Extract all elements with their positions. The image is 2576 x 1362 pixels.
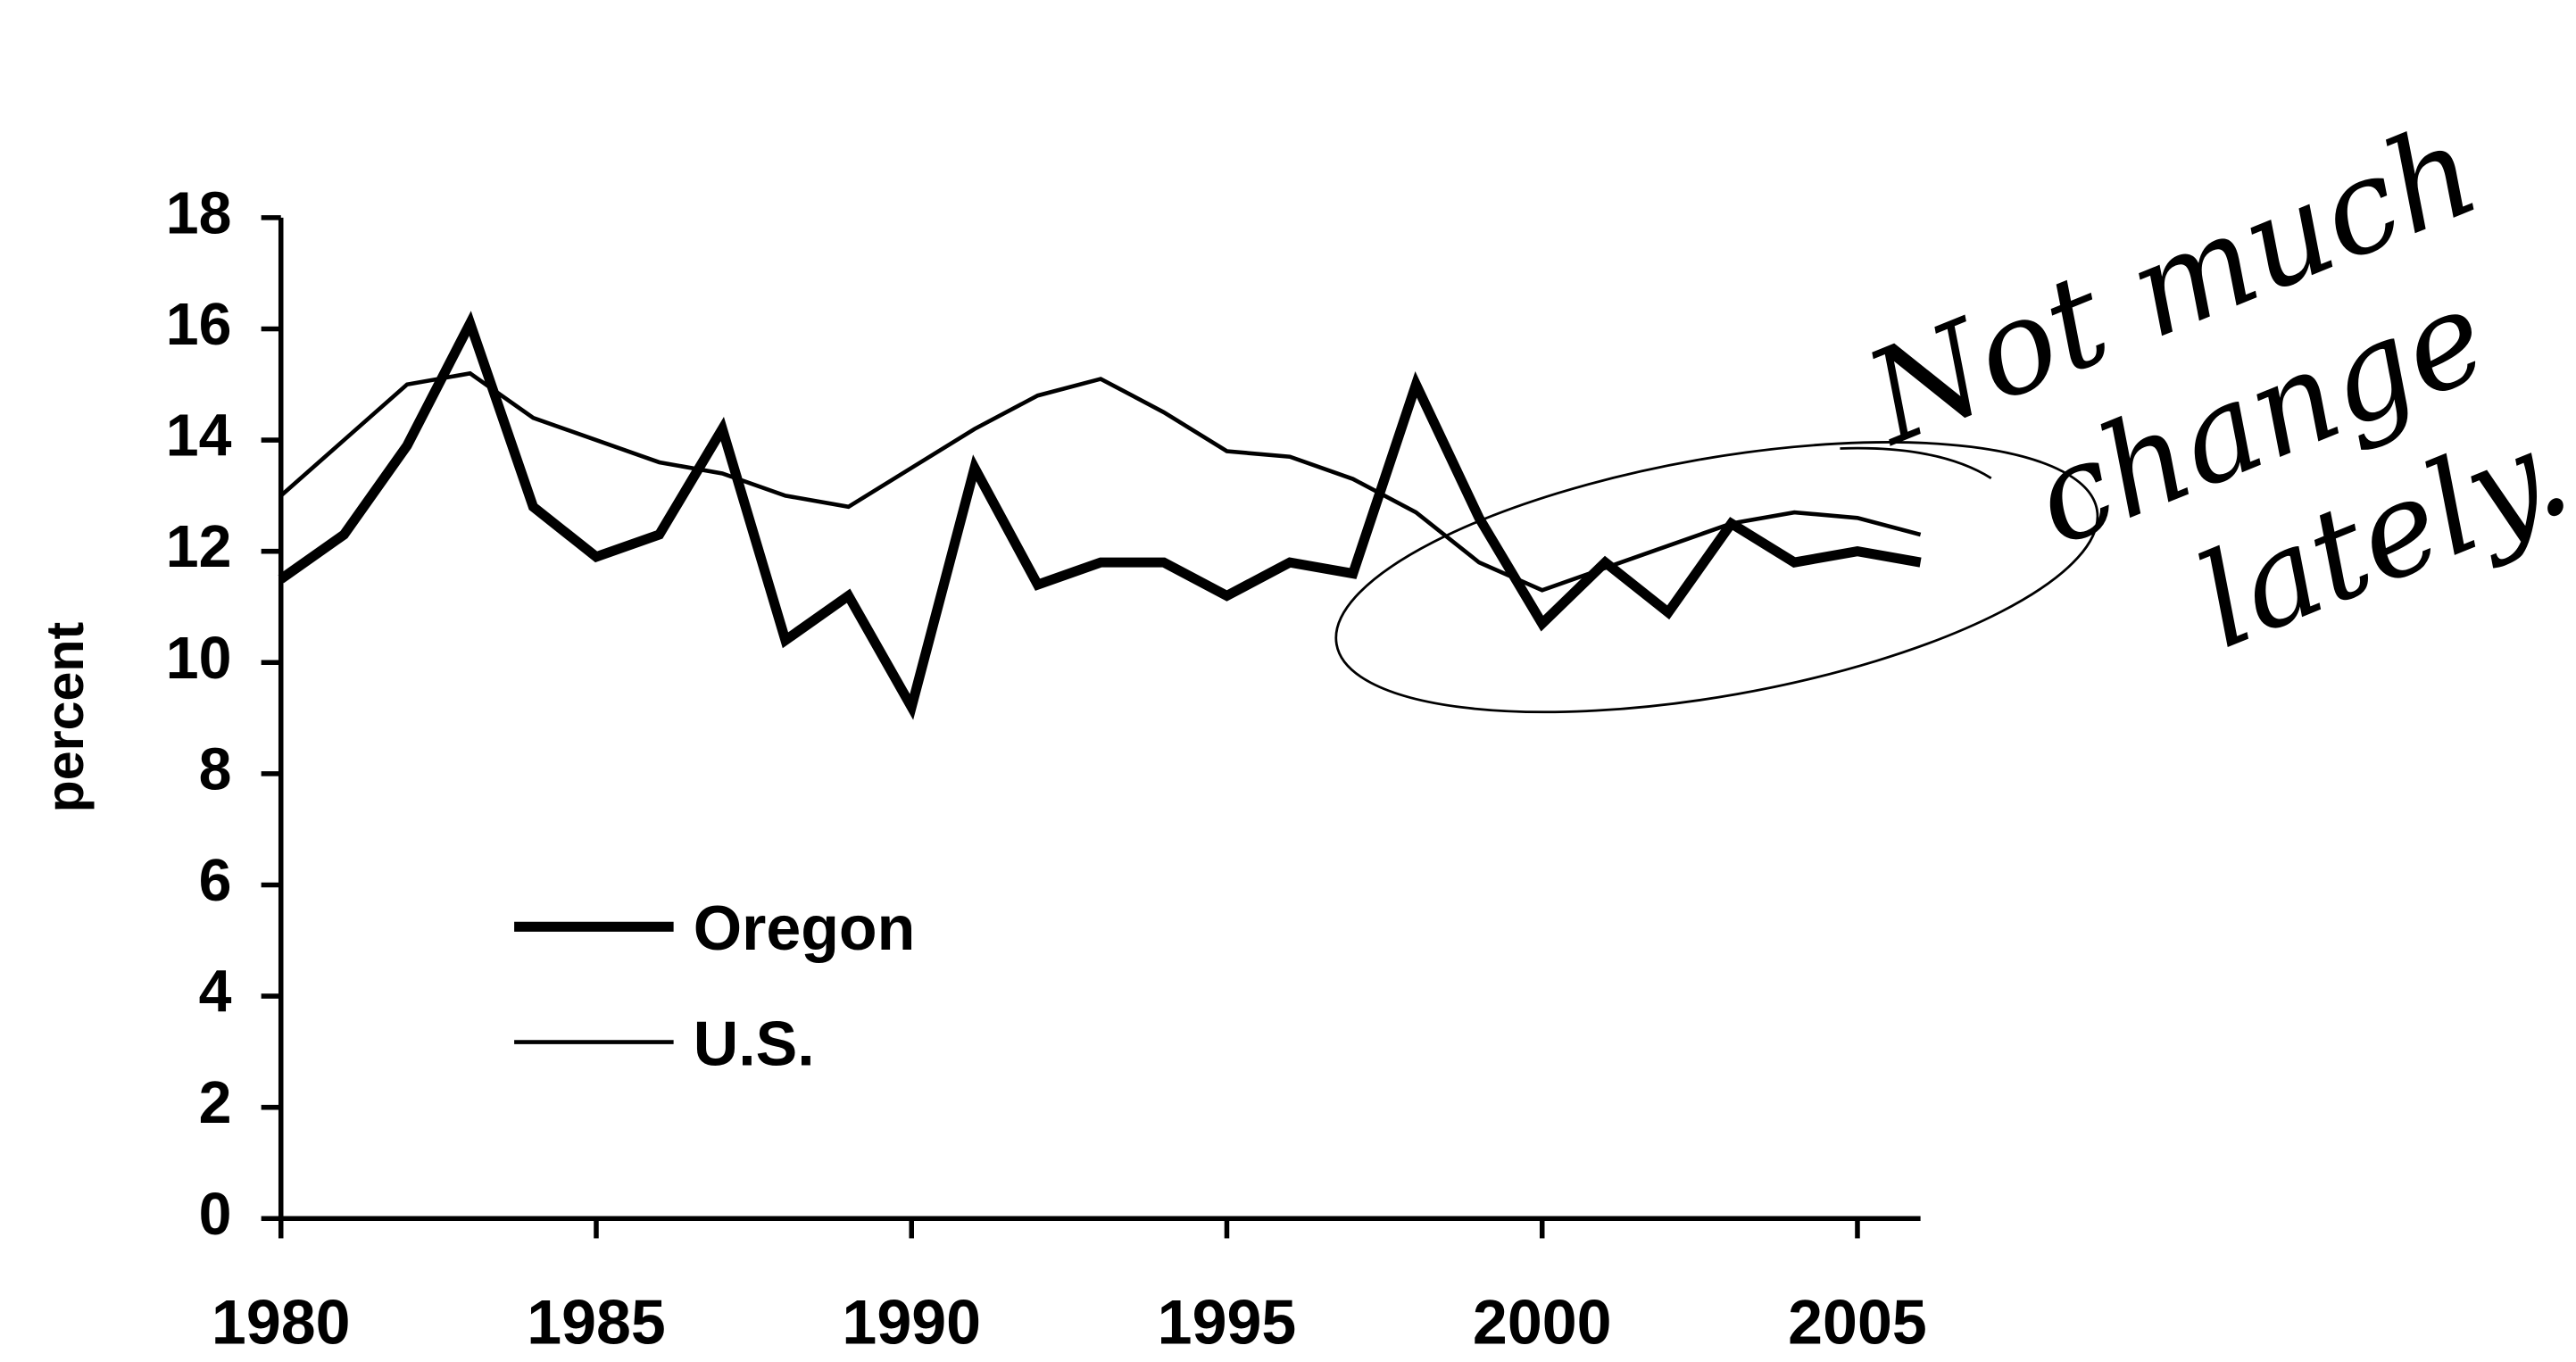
y-tick-label: 2 — [199, 1070, 232, 1136]
y-tick-label: 18 — [166, 180, 232, 246]
legend-label: U.S. — [694, 1009, 815, 1078]
y-axis-label: percent — [36, 622, 95, 813]
x-tick-label: 1985 — [527, 1288, 666, 1358]
y-tick-label: 0 — [199, 1182, 232, 1248]
series-line — [279, 370, 1922, 593]
hand-stroke — [1840, 446, 1992, 479]
y-tick-label: 10 — [166, 626, 232, 692]
y-tick-label: 12 — [166, 514, 232, 580]
legend-label: Oregon — [694, 893, 916, 963]
hand-ellipse — [1334, 441, 2099, 714]
y-tick-label: 8 — [199, 736, 232, 802]
y-tick-label: 4 — [199, 959, 232, 1026]
y-tick-label: 16 — [166, 292, 232, 358]
x-tick-label: 1995 — [1158, 1288, 1297, 1358]
x-tick-label: 1990 — [842, 1288, 981, 1358]
x-tick-label: 1980 — [212, 1288, 351, 1358]
y-tick-label: 14 — [166, 403, 232, 469]
y-tick-label: 6 — [199, 848, 232, 914]
series-line — [278, 311, 1922, 720]
x-tick-label: 2005 — [1788, 1288, 1927, 1358]
x-tick-label: 2000 — [1473, 1288, 1612, 1358]
